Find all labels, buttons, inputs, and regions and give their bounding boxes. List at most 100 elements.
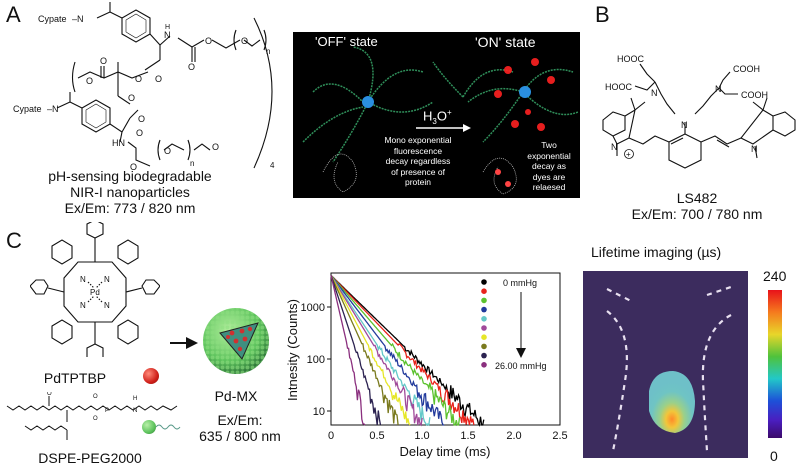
legend-marker-square-icon [481, 279, 487, 285]
pd-center-label: Pd [90, 288, 100, 297]
svg-text:P: P [105, 408, 109, 414]
off-on-state-inset: 'OFF' state 'ON' state H3O+ Mono exponen… [293, 32, 580, 198]
x-axis-label: Delay time (ms) [399, 444, 490, 459]
legend-marker-triangle-right-icon [481, 334, 487, 340]
legend-top-label: 0 mmHg [503, 278, 537, 288]
decay-curve [330, 275, 382, 426]
decay-curve [330, 274, 475, 426]
repeat-subscript: 4 [270, 161, 275, 170]
svg-text:H: H [133, 396, 137, 402]
caption-a: pH-sensing biodegradable NIR-I nanoparti… [10, 168, 250, 216]
legend-bottom-label: 26.00 mmHg [495, 361, 547, 371]
two-exponential-note: Two exponential decay as dyes are relaesed [527, 140, 571, 192]
legend-marker-triangle-up-icon [481, 297, 487, 304]
svg-text:N: N [681, 120, 688, 130]
lipid-sphere-icon [142, 420, 156, 434]
ytick-100: 100 [307, 354, 325, 366]
svg-text:N: N [611, 142, 618, 152]
colorbar-min: 0 [770, 448, 778, 464]
svg-text:0: 0 [328, 430, 334, 442]
svg-text:N: N [80, 275, 86, 284]
svg-text:–N: –N [47, 104, 59, 114]
peg-subscript-n: n [266, 47, 270, 56]
mono-exponential-note: Mono exponential fluorescence decay regard… [384, 135, 452, 187]
caption-a-line2: NIR-I nanoparticles [70, 184, 190, 200]
svg-text:O: O [128, 93, 135, 103]
group-hooc-1: HOOC [617, 54, 645, 64]
svg-text:O: O [136, 128, 143, 138]
lifetime-map [606, 285, 732, 452]
svg-text:N: N [104, 301, 110, 310]
svg-text:1.0: 1.0 [414, 430, 429, 442]
dye-sphere-icon [143, 368, 159, 384]
ytick-1000: 1000 [301, 302, 325, 314]
caption-c-exem: Ex/Em: 635 / 800 nm [199, 412, 281, 444]
svg-text:N: N [104, 275, 110, 284]
svg-text:H: H [165, 24, 170, 31]
on-state-label: 'ON' state [475, 34, 536, 50]
legend-marker-pentagon-icon [481, 362, 487, 368]
svg-text:N: N [80, 301, 86, 310]
phosphorescence-decay-chart: 10 100 1000 0 0.5 1.0 1.5 2.0 2.5 Delay … [285, 272, 568, 459]
pdtptbp-label: PdTPTBP [43, 370, 107, 386]
lifetime-image [583, 271, 748, 458]
svg-text:O: O [164, 146, 171, 156]
legend-marker-hexagon-icon [481, 343, 487, 350]
svg-text:1.5: 1.5 [460, 430, 475, 442]
svg-text:N: N [715, 84, 722, 94]
dspe-peg-label: DSPE-PEG2000 [38, 450, 142, 466]
svg-text:O: O [93, 416, 98, 422]
svg-text:2.5: 2.5 [552, 430, 567, 442]
svg-text:O: O [47, 392, 52, 397]
group-hooc-2: HOOC [605, 82, 633, 92]
nanoparticle-render [302, 46, 579, 195]
ytick-10: 10 [313, 406, 325, 418]
svg-text:O: O [138, 114, 145, 124]
svg-text:–N: –N [72, 14, 84, 24]
colorbar-max: 240 [763, 268, 787, 284]
pdtptbp-structure: N N N N Pd [30, 222, 160, 357]
compound-name: LS482 [676, 190, 718, 206]
legend-marker-triangle-down-icon [481, 306, 487, 313]
right-arrow-icon [170, 337, 198, 349]
decay-curve [330, 274, 485, 427]
colorbar [768, 290, 782, 438]
y-axis-label: Intnesity (Counts) [285, 299, 300, 401]
decreasing-arrow-icon [516, 348, 526, 358]
svg-text:N: N [164, 30, 171, 40]
cypate-label-bottom: Cypate [13, 104, 42, 114]
svg-text:N: N [651, 88, 658, 98]
positive-charge: + [626, 150, 631, 159]
svg-text:O: O [100, 56, 107, 66]
pd-mx-label: Pd-MX [214, 388, 258, 404]
legend-marker-circle-icon [481, 288, 487, 294]
decay-curve [330, 274, 461, 426]
decay-curve [330, 275, 423, 427]
caption-a-line1: pH-sensing biodegradable [48, 168, 212, 184]
svg-text:HN: HN [112, 138, 125, 148]
group-cooh-2: COOH [741, 90, 768, 100]
ls482-structure: HOOC HOOC COOH COOH N N N N N + [602, 54, 796, 169]
svg-text:0.5: 0.5 [369, 430, 384, 442]
h3o-trigger-label: H3O+ [423, 108, 452, 126]
legend-marker-diamond-icon [481, 316, 487, 322]
svg-text:O: O [155, 74, 162, 84]
svg-text:O: O [205, 36, 212, 46]
cypate-label-top: Cypate [38, 14, 67, 24]
caption-a-exem: Ex/Em: 773 / 820 nm [64, 200, 196, 216]
svg-text:O: O [188, 62, 195, 72]
decay-curve [330, 274, 445, 426]
dspe-peg-structure: O O O P HN [6, 392, 178, 440]
caption-b-exem: Ex/Em: 700 / 780 nm [631, 206, 763, 222]
decay-curve [330, 275, 399, 426]
panel-label-a: A [6, 2, 21, 27]
svg-text:N: N [133, 408, 137, 414]
lifetime-imaging-title: Lifetime imaging (µs) [591, 244, 722, 260]
svg-text:O: O [241, 36, 248, 46]
svg-text:O: O [212, 142, 219, 152]
decay-curve [330, 275, 366, 426]
pd-mx-nanoparticle-icon [203, 308, 269, 374]
svg-text:N: N [751, 144, 758, 154]
decay-curve [330, 275, 411, 426]
svg-text:n: n [190, 159, 194, 168]
